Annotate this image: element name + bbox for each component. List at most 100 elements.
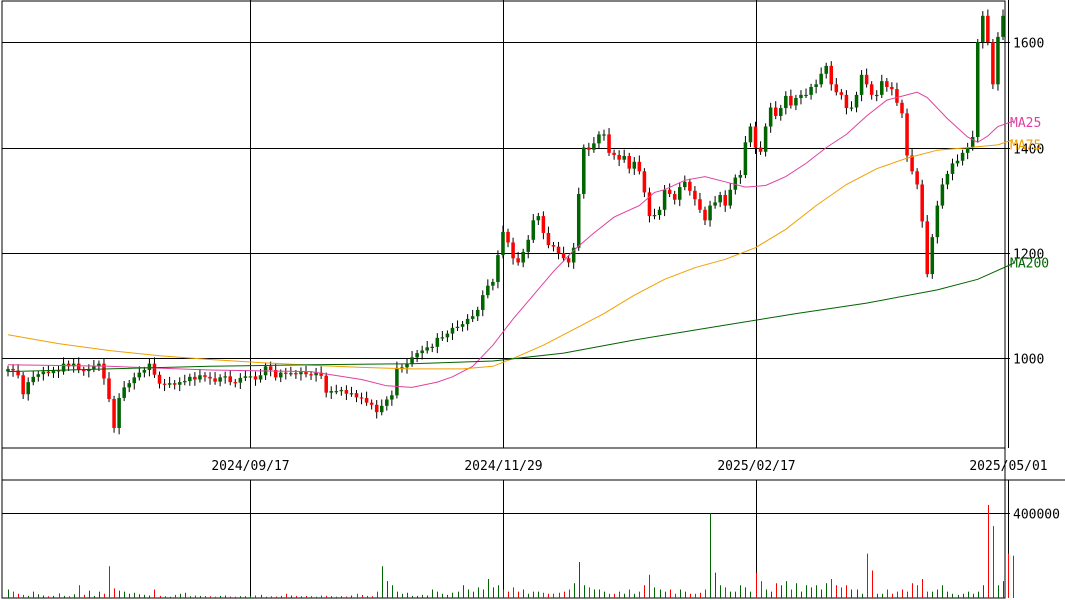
candle-up bbox=[576, 193, 581, 248]
candle-down bbox=[516, 258, 520, 263]
candle-up bbox=[799, 94, 803, 99]
candle-up bbox=[718, 195, 722, 203]
candle-up bbox=[218, 377, 222, 382]
candle-down bbox=[864, 74, 869, 85]
candle-up bbox=[784, 95, 788, 109]
candle-down bbox=[885, 81, 889, 87]
candle-down bbox=[284, 372, 288, 374]
candle-up bbox=[41, 371, 46, 375]
candle-down bbox=[986, 15, 990, 43]
candle-down bbox=[551, 245, 556, 247]
candle-up bbox=[410, 357, 414, 364]
candle-down bbox=[344, 390, 349, 394]
candle-down bbox=[162, 383, 167, 385]
candle-up bbox=[582, 147, 586, 194]
candle-up bbox=[622, 156, 626, 160]
candle-up bbox=[329, 391, 334, 393]
candle-up bbox=[26, 382, 30, 395]
candle-up bbox=[526, 239, 530, 252]
price-tick-label: 1600 bbox=[1013, 37, 1044, 52]
candle-down bbox=[359, 397, 364, 399]
candle-up bbox=[536, 216, 541, 221]
candle-up bbox=[475, 309, 480, 317]
candle-up bbox=[965, 147, 970, 153]
candle-up bbox=[662, 189, 667, 210]
candle-up bbox=[278, 372, 283, 378]
candle-down bbox=[268, 366, 273, 370]
price-tick-label: 1400 bbox=[1013, 143, 1044, 158]
candle-up bbox=[880, 81, 884, 95]
candle-up bbox=[385, 399, 389, 406]
candle-down bbox=[21, 375, 25, 395]
candle-down bbox=[541, 216, 546, 233]
candle-down bbox=[354, 393, 359, 398]
candle-up bbox=[132, 377, 137, 384]
candle-down bbox=[566, 258, 571, 263]
candle-up bbox=[137, 372, 142, 378]
candle-up bbox=[1001, 15, 1005, 37]
candle-up bbox=[531, 220, 536, 240]
candle-down bbox=[364, 397, 369, 403]
candle-down bbox=[273, 369, 278, 378]
candle-up bbox=[491, 281, 495, 286]
candle-down bbox=[829, 65, 834, 85]
candle-down bbox=[844, 94, 849, 109]
candle-down bbox=[16, 370, 20, 376]
candle-down bbox=[324, 375, 328, 393]
candle-down bbox=[723, 195, 727, 206]
candle-down bbox=[693, 190, 697, 200]
candle-up bbox=[460, 324, 465, 327]
candle-up bbox=[440, 337, 445, 339]
candle-down bbox=[905, 113, 909, 156]
candle-down bbox=[834, 84, 839, 93]
candle-up bbox=[299, 372, 303, 375]
candle-up bbox=[6, 368, 10, 372]
candle-up bbox=[147, 363, 152, 370]
candle-down bbox=[233, 382, 238, 384]
candle-up bbox=[238, 377, 243, 383]
candle-up bbox=[794, 98, 798, 106]
candle-down bbox=[895, 89, 899, 103]
candle-down bbox=[642, 171, 647, 193]
candle-up bbox=[708, 205, 712, 221]
candle-up bbox=[127, 383, 131, 388]
candle-down bbox=[66, 363, 71, 367]
candle-up bbox=[763, 126, 768, 152]
candle-down bbox=[203, 375, 207, 377]
candle-up bbox=[183, 381, 187, 383]
candle-down bbox=[703, 209, 707, 221]
candle-up bbox=[768, 107, 773, 127]
candle-up bbox=[930, 237, 935, 275]
candle-up bbox=[728, 189, 733, 206]
candle-up bbox=[521, 251, 525, 263]
candle-up bbox=[188, 376, 192, 382]
candle-down bbox=[612, 152, 616, 155]
candle-down bbox=[193, 376, 197, 380]
candle-up bbox=[996, 36, 1000, 85]
volume-tick-label: 400000 bbox=[1013, 508, 1060, 523]
candle-up bbox=[981, 15, 985, 43]
price-tick-label: 1000 bbox=[1013, 353, 1044, 368]
candle-down bbox=[672, 193, 677, 200]
candle-up bbox=[597, 134, 601, 144]
candle-up bbox=[849, 107, 854, 109]
candle-down bbox=[920, 184, 924, 222]
candle-up bbox=[874, 94, 879, 97]
candle-up bbox=[349, 393, 354, 395]
candle-up bbox=[142, 369, 147, 373]
candle-up bbox=[657, 209, 662, 216]
candle-up bbox=[289, 373, 293, 375]
candle-down bbox=[556, 246, 561, 253]
candle-up bbox=[960, 152, 965, 161]
candle-up bbox=[51, 369, 56, 374]
candle-up bbox=[950, 163, 955, 174]
candle-down bbox=[789, 95, 793, 106]
candle-up bbox=[420, 350, 424, 354]
candle-down bbox=[607, 134, 611, 153]
candle-up bbox=[940, 184, 945, 206]
candle-up bbox=[390, 395, 394, 400]
candle-up bbox=[314, 372, 318, 376]
candle-up bbox=[167, 383, 172, 385]
candle-up bbox=[223, 376, 227, 378]
